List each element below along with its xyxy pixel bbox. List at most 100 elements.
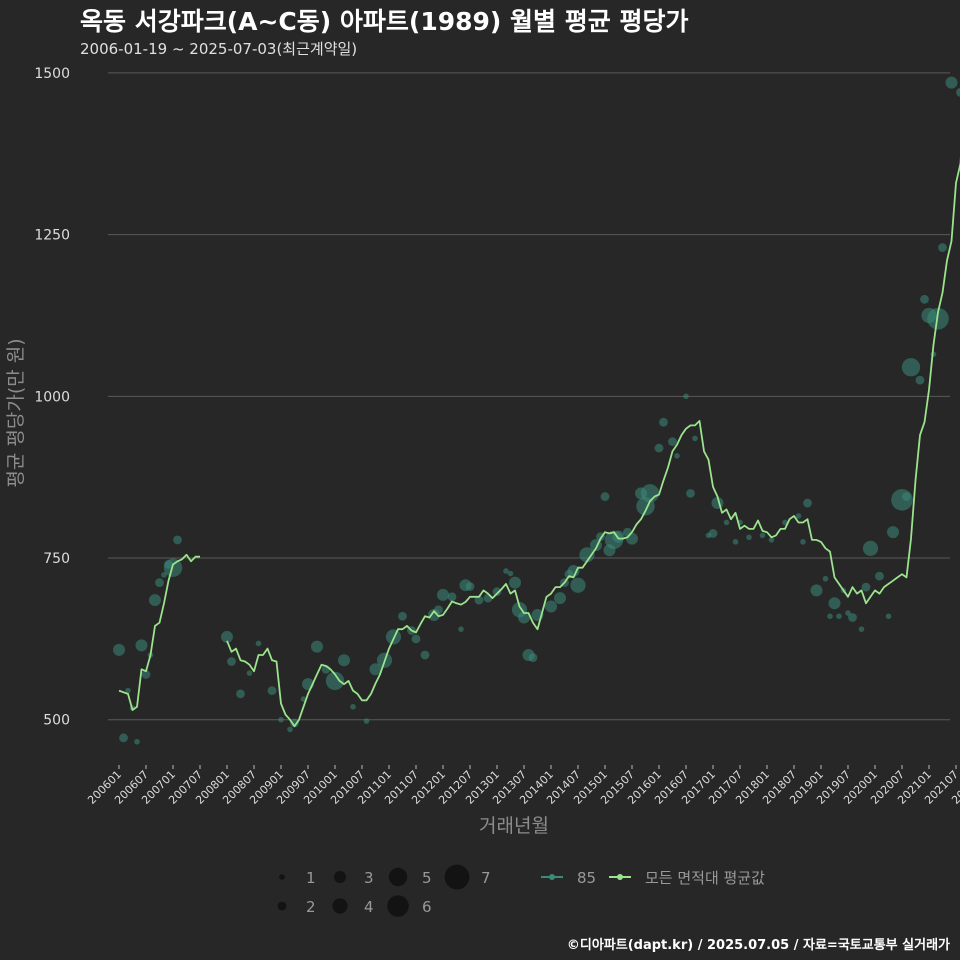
size-legend-circle-3 [334,871,346,883]
bubble-point-201104 [398,611,407,621]
bubble-point-200802 [227,657,236,666]
grid-lines [108,72,950,721]
y-tick-label-1000: 1000 [34,389,70,405]
bubble-point-201704 [723,519,730,526]
line-legend-dot-2 [617,874,623,880]
bubble-point-201908 [848,613,857,622]
bubble-point-202108 [956,87,960,97]
bubble-point-201003 [338,654,350,667]
bubble-point-201409 [579,547,595,563]
bubble-point-201809 [800,539,806,545]
bubble-point-201903 [827,613,833,620]
bubble-point-202012 [920,294,929,304]
bubble-point-201008 [363,718,370,724]
bubble-point-201812 [810,584,823,597]
chart-subtitle: 2006-01-19 ~ 2025-07-03(최근계약일) [80,40,358,58]
bubble-point-201201 [437,588,449,601]
size-legend-label-6: 6 [422,898,432,916]
line-legend-label-2: 모든 면적대 평균값 [645,869,765,887]
bubble-point-201001 [325,671,345,691]
bubble-point-201501 [600,492,610,501]
bubble-point-201209 [474,595,484,605]
bubble-point-201911 [861,582,871,592]
bubble-point-202004 [885,613,892,620]
y-tick-label-1500: 1500 [34,66,70,82]
bubble-point-202007 [891,489,913,511]
bubble-point-201203 [447,592,457,602]
bubble-point-202002 [875,571,884,581]
bubble-point-201904 [828,597,841,610]
bubble-point-201107 [411,634,421,644]
bubble-point-201607 [683,393,689,400]
line-legend-dot-1 [549,874,555,880]
bubble-point-201403 [554,592,566,605]
bubble-point-201609 [692,435,698,442]
bubble-point-200606 [135,639,148,652]
bubble-point-201309 [528,653,538,663]
bubble-point-200610 [155,578,164,588]
bubble-series-85 [113,76,960,745]
bubble-point-201701 [708,529,718,538]
size-legend-label-1: 1 [306,869,316,887]
bubble-point-200603 [125,687,131,694]
bubble-point-200904 [290,718,299,728]
x-axis-title: 거래년월 [479,815,549,837]
bubble-point-202009 [901,358,921,377]
bubble-point-201712 [759,532,766,539]
bubble-point-200601 [113,643,125,656]
bubble-point-201307 [518,611,530,624]
bubble-point-202104 [938,243,947,252]
bubble-point-201912 [862,540,879,556]
bubble-point-201511 [640,484,660,503]
bubble-point-202005 [887,526,899,539]
bubble-point-202011 [915,375,925,385]
bubble-point-201802 [768,537,775,543]
bubble-point-201207 [465,582,475,591]
bubble-point-200804 [236,689,245,699]
bubble-point-201305 [509,576,521,589]
chart-title: 옥동 서강파크(A~C동) 아파트(1989) 월별 평균 평당가 [80,7,689,36]
bubble-point-202106 [945,76,958,89]
bubble-point-200609 [149,594,161,607]
bubble-point-201205 [458,626,464,632]
bubble-point-201112 [434,605,443,615]
bubble-point-201709 [746,534,752,541]
bubble-point-201507 [626,532,638,545]
bubble-point-201604 [668,437,677,447]
bubble-point-200909 [311,640,323,653]
legend: 1 2 3 4 5 6 7 85 모든 면적대 평균값 [277,864,765,917]
bubble-point-201810 [803,498,812,508]
bubble-point-201005 [350,703,356,710]
average-line-segment-2 [226,156,960,728]
bubble-point-201605 [674,453,680,459]
line-legend-label-1: 85 [577,869,596,887]
bubble-point-200801 [221,630,233,643]
bubble-point-200702 [173,535,182,545]
size-legend-circle-4 [332,898,348,914]
y-tick-label-500: 500 [43,713,70,729]
size-legend-label-3: 3 [364,869,374,887]
x-axis-ticks: 2006012006072007012007072008012008072009… [85,765,960,807]
bubble-point-202008 [902,492,911,501]
bubble-point-200901 [278,716,284,723]
size-legend-circle-7 [444,864,470,890]
size-legend-circle-2 [277,901,287,911]
bubble-point-201608 [686,488,695,498]
y-axis-title: 평균 평당가(만 원) [5,338,27,487]
size-legend-label-4: 4 [364,898,374,916]
bubble-point-201401 [545,600,557,613]
source-caption: ©디아파트(dapt.kr) / 2025.07.05 / 자료=국토교통부 실… [566,938,950,953]
bubble-point-201602 [659,417,668,427]
bubble-point-201407 [570,577,586,593]
bubble-point-201010 [369,663,382,676]
size-legend-label-5: 5 [422,869,432,887]
bubble-point-201303 [503,568,509,574]
bubble-point-200602 [119,733,128,743]
bubble-point-200607 [141,670,151,679]
y-tick-label-750: 750 [43,551,70,567]
bubble-point-200811 [267,686,277,696]
bubble-point-201601 [654,443,664,453]
bubble-point-201301 [492,587,502,597]
bubble-point-201706 [732,539,739,545]
